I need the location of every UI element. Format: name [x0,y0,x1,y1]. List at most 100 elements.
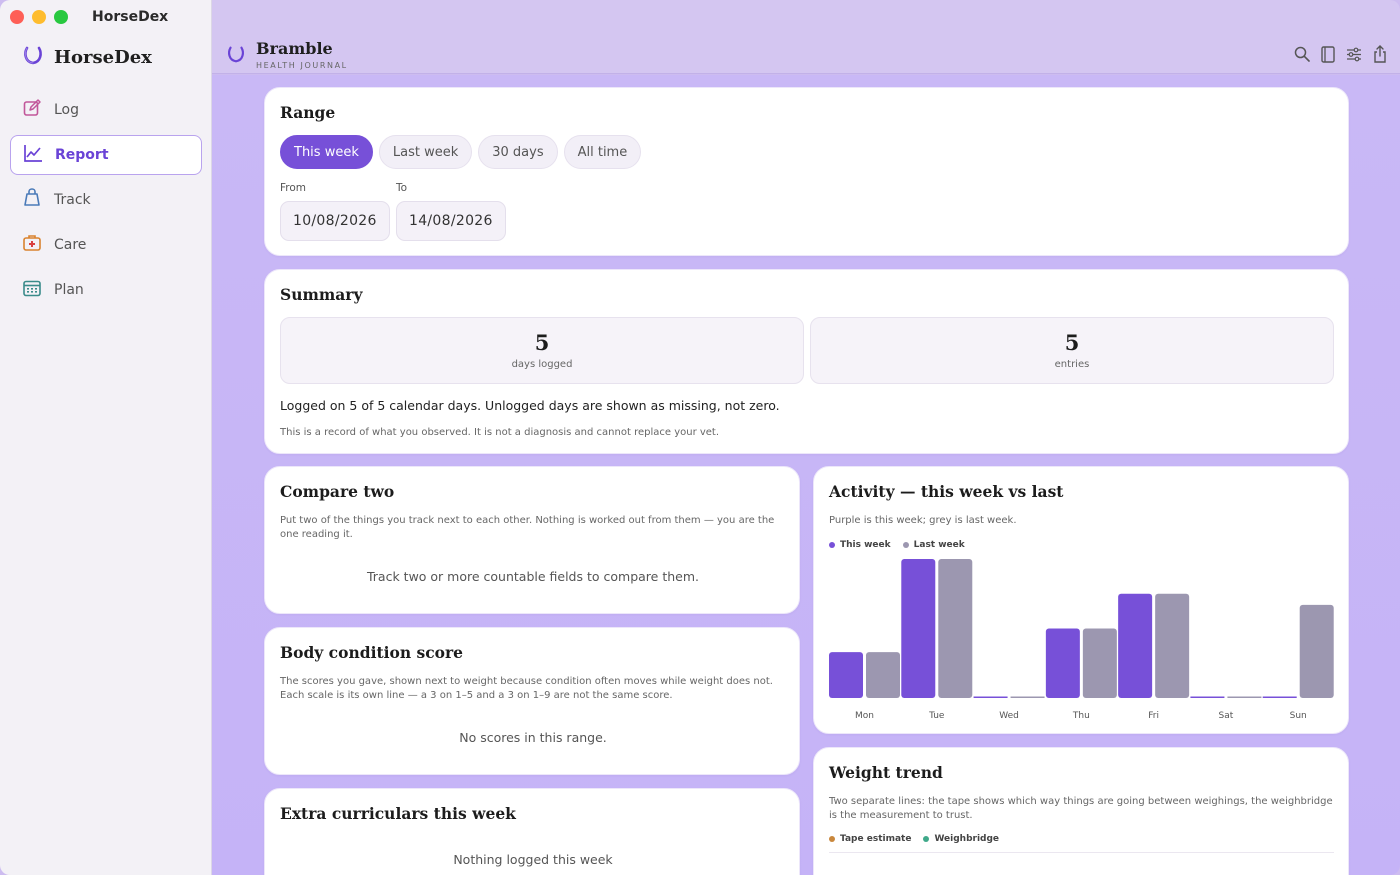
sidebar-item-log[interactable]: Log [10,90,202,130]
legend-label: Last week [913,540,965,550]
legend-swatch [923,835,930,842]
extra-curriculars-card: Extra curriculars this week Nothing logg… [264,788,800,875]
legend-this-week: This week [829,540,891,550]
x-tick-label: Thu [1072,711,1090,721]
book-icon[interactable] [1320,44,1336,64]
from-date-field[interactable]: 10/08/2026 [280,201,390,241]
weight-legend: Tape estimate Weighbridge [829,834,999,844]
legend-weighbridge: Weighbridge [923,834,999,844]
bar-this-week-wed [973,696,1008,698]
weight-title: Weight trend [829,763,943,782]
sidebar-brand: HorseDex [22,44,152,70]
weight-chart-divider [829,852,1334,853]
minimize-window-button[interactable] [32,10,46,24]
legend-last-week: Last week [902,540,965,550]
compare-card: Compare two Put two of the things you tr… [264,466,800,614]
to-label: To [396,182,408,194]
sidebar-item-track[interactable]: Track [10,180,202,220]
days-logged-label: days logged [511,359,573,370]
extra-curriculars-title: Extra curriculars this week [280,804,516,823]
x-tick-label: Mon [855,711,874,721]
legend-swatch [902,541,909,548]
sidebar-item-report[interactable]: Report [10,135,202,175]
bar-this-week-mon [829,652,863,698]
bar-this-week-sun [1262,696,1297,698]
compare-title: Compare two [280,482,395,501]
sidebar-item-plan[interactable]: Plan [10,270,202,310]
bar-last-week-fri [1155,593,1190,698]
range-title: Range [280,103,336,122]
summary-disclaimer: This is a record of what you observed. I… [280,427,720,438]
chart-line-icon [23,143,43,167]
toolbar: Bramble HEALTH JOURNAL [212,0,1400,74]
toolbar-actions [1294,44,1388,64]
bar-this-week-fri [1118,593,1153,698]
brand-name: HorseDex [54,46,152,68]
sidebar-nav: Log Report Track Care [10,90,202,315]
bar-this-week-tue [901,559,936,698]
range-card: Range This week Last week 30 days All ti… [264,87,1349,256]
kettlebell-icon [22,188,42,212]
legend-label: Weighbridge [934,834,1000,844]
to-date-field[interactable]: 14/08/2026 [396,201,506,241]
report-content: Range This week Last week 30 days All ti… [212,75,1400,875]
from-label: From [280,182,307,194]
days-logged-value: 5 [534,330,550,355]
sidebar-item-label: Care [54,237,87,253]
first-aid-kit-icon [22,233,42,257]
activity-bar-chart: Mon Tue Wed Thu Fri Sat Sun [829,559,1334,721]
range-option-30-days[interactable]: 30 days [478,135,558,169]
legend-swatch [829,835,835,842]
bar-last-week-sat [1227,696,1262,698]
range-options: This week Last week 30 days All time [280,135,642,169]
bar-last-week-sun [1299,604,1334,698]
activity-title: Activity — this week vs last [829,482,1064,501]
search-icon[interactable] [1294,44,1310,64]
compare-empty-state: Track two or more countable fields to co… [366,569,699,584]
entries-stat: 5 entries [810,317,1334,384]
window-controls [10,10,68,24]
extra-curriculars-empty-state: Nothing logged this week [453,852,613,867]
sliders-icon[interactable] [1346,44,1362,64]
x-tick-label: Tue [928,711,945,721]
bar-last-week-mon [866,652,900,698]
zoom-window-button[interactable] [54,10,68,24]
activity-legend: This week Last week [829,540,965,550]
activity-description: Purple is this week; grey is last week. [829,515,1017,526]
calendar-icon [22,278,42,302]
legend-swatch [829,541,835,548]
window-title: HorseDex [92,9,169,25]
bar-last-week-thu [1082,628,1117,698]
horseshoe-icon [226,44,246,68]
entries-label: entries [1054,359,1090,370]
legend-label: This week [840,540,891,550]
legend-label: Tape estimate [840,834,912,844]
bcs-description: The scores you gave, shown next to weigh… [280,676,773,701]
horse-title: Bramble HEALTH JOURNAL [226,40,348,70]
bar-last-week-wed [1010,696,1045,698]
range-option-all-time[interactable]: All time [563,135,642,169]
sidebar-item-label: Log [54,102,80,118]
sidebar-item-label: Report [55,147,109,163]
summary-card: Summary 5 days logged 5 entries Logged o… [264,269,1349,454]
x-tick-label: Sat [1219,711,1234,721]
sidebar-item-label: Plan [54,282,84,298]
horse-subtitle: HEALTH JOURNAL [256,61,348,70]
range-option-this-week[interactable]: This week [280,135,373,169]
sidebar: HorseDex HorseDex Log Report [0,0,212,875]
horse-name: Bramble [256,39,333,58]
x-tick-label: Fri [1148,711,1159,721]
weight-description: Two separate lines: the tape shows which… [829,796,1333,821]
compare-description: Put two of the things you track next to … [280,515,775,540]
days-logged-stat: 5 days logged [280,317,804,384]
range-option-last-week[interactable]: Last week [378,135,473,169]
bcs-title: Body condition score [280,643,464,662]
bar-this-week-sat [1190,696,1225,698]
close-window-button[interactable] [10,10,24,24]
bcs-card: Body condition score The scores you gave… [264,627,800,775]
sidebar-item-care[interactable]: Care [10,225,202,265]
share-icon[interactable] [1372,44,1388,64]
horseshoe-icon [22,44,44,70]
entries-value: 5 [1064,330,1080,355]
